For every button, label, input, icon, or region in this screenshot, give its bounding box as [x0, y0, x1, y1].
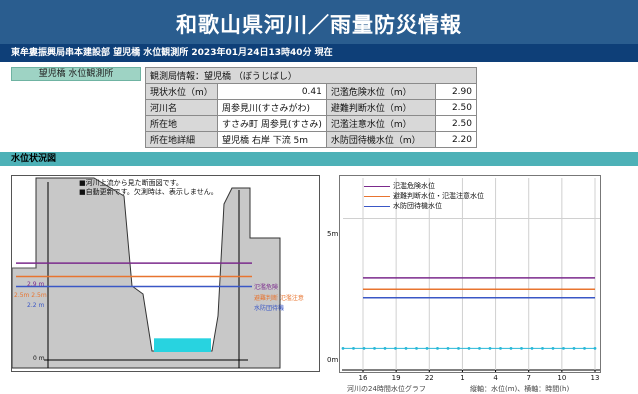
x-tick-label: 16: [358, 374, 368, 382]
x-tick-label: 13: [590, 374, 600, 382]
observed-point: [499, 346, 502, 350]
level-y-label-evacuation: 2.5m 2.5m: [14, 292, 47, 299]
observed-point: [436, 346, 439, 350]
observed-point: [520, 346, 523, 350]
station-info-header: 観測局情報：望児橋 （ぼうじばし）: [145, 67, 477, 84]
observed-point: [562, 346, 565, 350]
observed-point: [341, 346, 345, 350]
legend-danger: 氾濫危険水位: [364, 181, 435, 191]
current-water-level: [154, 338, 211, 352]
level-name-standby: 水防団待機: [254, 305, 285, 312]
label-danger-level: 氾濫危険水位（m）: [325, 83, 436, 100]
title-banner: 和歌山県河川／雨量防災情報: [0, 0, 638, 44]
level-name-evacuation: 避難判断 氾濫注意: [254, 295, 304, 302]
cross-section-diagram: [12, 177, 281, 369]
station-tab[interactable]: 望児橋 水位観測所: [11, 67, 141, 81]
value-evacuation-level: 2.50: [434, 99, 478, 116]
table-row: 現状水位（m） 0.41 氾濫危険水位（m） 2.90: [145, 83, 478, 100]
label-location-detail: 所在地詳細: [145, 131, 218, 148]
y-tick-0m: 0m: [327, 356, 339, 364]
label-current-level: 現状水位（m）: [145, 83, 218, 100]
value-location-detail: 望児橋 右岸 下流 5m: [216, 131, 327, 148]
label-location: 所在地: [145, 115, 218, 132]
label-river-name: 河川名: [145, 99, 218, 116]
observed-point: [425, 346, 429, 350]
graph-units: 縦軸：水位(m)、横軸：時間(h): [470, 385, 570, 393]
page-title: 和歌山県河川／雨量防災情報: [176, 13, 462, 37]
level-name-danger: 氾濫危険: [254, 284, 279, 291]
observed-point: [551, 346, 555, 350]
observed-point: [457, 346, 460, 350]
label-caution-level: 氾濫注意水位（m）: [325, 115, 436, 132]
value-location: すさみ町 周参見(すさみ): [216, 115, 327, 132]
zero-level-label: 0 m: [33, 355, 45, 362]
observed-point: [362, 346, 366, 350]
water-level-graph-panel: [339, 175, 601, 373]
legend-evacuation-caution: 避難判断水位・氾濫注意水位: [364, 191, 484, 201]
observed-point: [352, 346, 355, 350]
table-row: 所在地詳細 望児橋 右岸 下流 5m 水防団待機水位（m） 2.20: [145, 131, 478, 148]
graph-caption: 河川の24時間水位グラフ: [347, 385, 426, 393]
observed-point: [488, 346, 492, 350]
observed-point: [467, 346, 471, 350]
station-subtitle: 東牟婁振興局串本建設部 望児橋 水位観測所 2023年01月24日13時40分 …: [0, 44, 638, 62]
diagram-note-2: ■自動更新です。欠測時は、表示しません。: [79, 188, 218, 196]
observed-point: [446, 346, 450, 350]
observed-point: [373, 346, 376, 350]
observed-point: [383, 346, 387, 350]
table-row: 河川名 周参見川(すさみがわ) 避難判断水位（m） 2.50: [145, 99, 478, 116]
observed-point: [583, 346, 586, 350]
observed-point: [541, 346, 544, 350]
diagram-note-1: ■河川上流から見た断面図です。: [79, 179, 183, 187]
observed-point: [394, 346, 397, 350]
water-level-graph: [341, 178, 600, 372]
label-evacuation-level: 避難判断水位（m）: [325, 99, 436, 116]
observed-point: [509, 346, 513, 350]
observed-point: [572, 346, 576, 350]
table-row: 所在地 すさみ町 周参見(すさみ) 氾濫注意水位（m） 2.50: [145, 115, 478, 132]
level-y-label-standby: 2.2 m: [27, 302, 45, 309]
legend-standby: 水防団待機水位: [364, 201, 442, 211]
value-caution-level: 2.50: [434, 115, 478, 132]
x-tick-label: 22: [424, 374, 434, 382]
label-standby-level: 水防団待機水位（m）: [325, 131, 436, 148]
value-standby-level: 2.20: [434, 131, 478, 148]
observed-point: [415, 346, 418, 350]
observed-point: [593, 346, 597, 350]
observed-point: [530, 346, 534, 350]
section-title: 水位状況図: [0, 152, 638, 166]
observed-point: [478, 346, 481, 350]
x-tick-label: 19: [391, 374, 401, 382]
level-y-label-danger: 2.9 m: [27, 281, 45, 288]
x-tick-label: 1: [460, 374, 465, 382]
x-tick-label: 7: [526, 374, 531, 382]
value-danger-level: 2.90: [434, 83, 478, 100]
station-info-table: 観測局情報：望児橋 （ぼうじばし） 現状水位（m） 0.41 氾濫危険水位（m）…: [145, 67, 478, 148]
y-tick-5m: 5m: [327, 230, 339, 238]
river-bank-terrain: [12, 177, 281, 369]
x-tick-label: 4: [493, 374, 498, 382]
x-tick-label: 10: [557, 374, 567, 382]
value-river-name: 周参見川(すさみがわ): [216, 99, 327, 116]
observed-point: [404, 346, 408, 350]
value-current-level: 0.41: [216, 83, 327, 100]
